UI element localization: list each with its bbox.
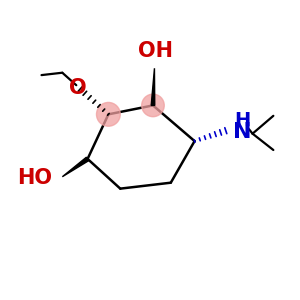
Text: OH: OH: [138, 41, 173, 61]
Text: N: N: [233, 122, 251, 142]
Polygon shape: [62, 157, 89, 177]
Circle shape: [97, 102, 120, 126]
Text: H: H: [234, 111, 250, 130]
Text: HO: HO: [17, 168, 52, 188]
Polygon shape: [151, 68, 155, 105]
Text: O: O: [69, 78, 87, 98]
Circle shape: [142, 94, 164, 117]
